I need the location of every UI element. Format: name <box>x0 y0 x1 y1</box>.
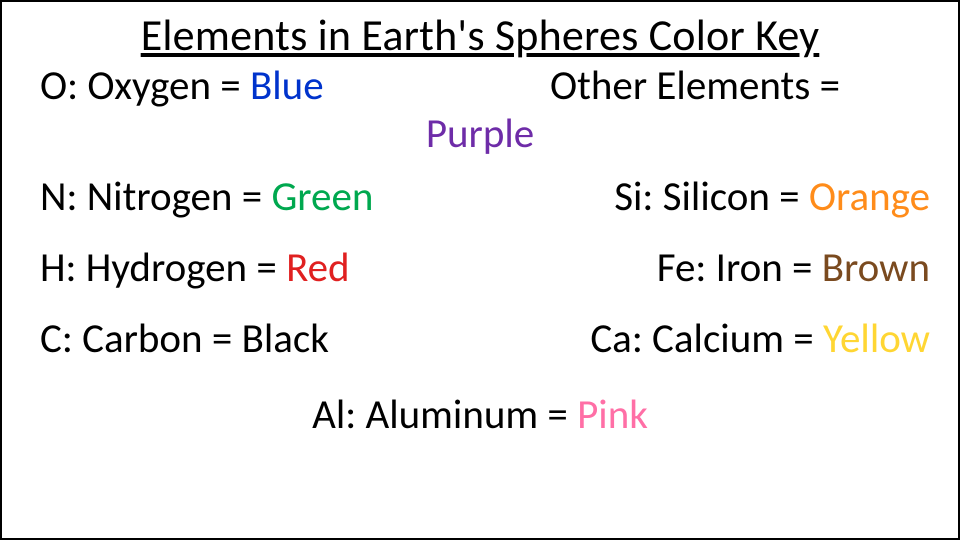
label-aluminum: Al: Aluminum = <box>312 390 577 440</box>
colorword-carbon: Black <box>242 314 329 364</box>
colorword-aluminum: Pink <box>577 390 648 440</box>
row-carbon-calcium: C: Carbon = Black Ca: Calcium = Yellow <box>2 319 958 360</box>
label-calcium: Ca: Calcium = <box>590 314 823 364</box>
colorword-hydrogen: Red <box>286 243 349 293</box>
entry-iron: Fe: Iron = Brown <box>480 248 958 289</box>
colorword-silicon: Orange <box>809 172 930 222</box>
entry-silicon: Si: Silicon = Orange <box>480 177 958 218</box>
colorword-iron: Brown <box>822 243 930 293</box>
label-silicon: Si: Silicon = <box>614 172 809 222</box>
entry-nitrogen: N: Nitrogen = Green <box>2 177 480 218</box>
colorword-nitrogen: Green <box>271 172 373 222</box>
entry-other-colorline: Purple <box>2 109 958 159</box>
label-oxygen: O: Oxygen = <box>40 61 250 111</box>
row-hydrogen-iron: H: Hydrogen = Red Fe: Iron = Brown <box>2 248 958 289</box>
label-iron: Fe: Iron = <box>657 243 822 293</box>
entry-oxygen: O: Oxygen = Blue <box>2 66 480 107</box>
label-hydrogen: H: Hydrogen = <box>40 243 286 293</box>
entry-calcium: Ca: Calcium = Yellow <box>480 319 958 360</box>
entry-other: Other Elements = <box>480 66 958 107</box>
entry-hydrogen: H: Hydrogen = Red <box>2 248 480 289</box>
colorword-calcium: Yellow <box>823 314 930 364</box>
label-carbon: C: Carbon = <box>40 314 242 364</box>
label-nitrogen: N: Nitrogen = <box>40 172 271 222</box>
row-oxygen-other: O: Oxygen = Blue Other Elements = <box>2 66 958 107</box>
colorword-other: Purple <box>426 109 534 159</box>
label-other: Other Elements = <box>550 61 840 111</box>
row-nitrogen-silicon: N: Nitrogen = Green Si: Silicon = Orange <box>2 177 958 218</box>
page-title: Elements in Earth's Spheres Color Key <box>2 8 958 62</box>
entry-carbon: C: Carbon = Black <box>2 319 480 360</box>
colorword-oxygen: Blue <box>250 61 324 111</box>
row-aluminum: Al: Aluminum = Pink <box>2 390 958 440</box>
